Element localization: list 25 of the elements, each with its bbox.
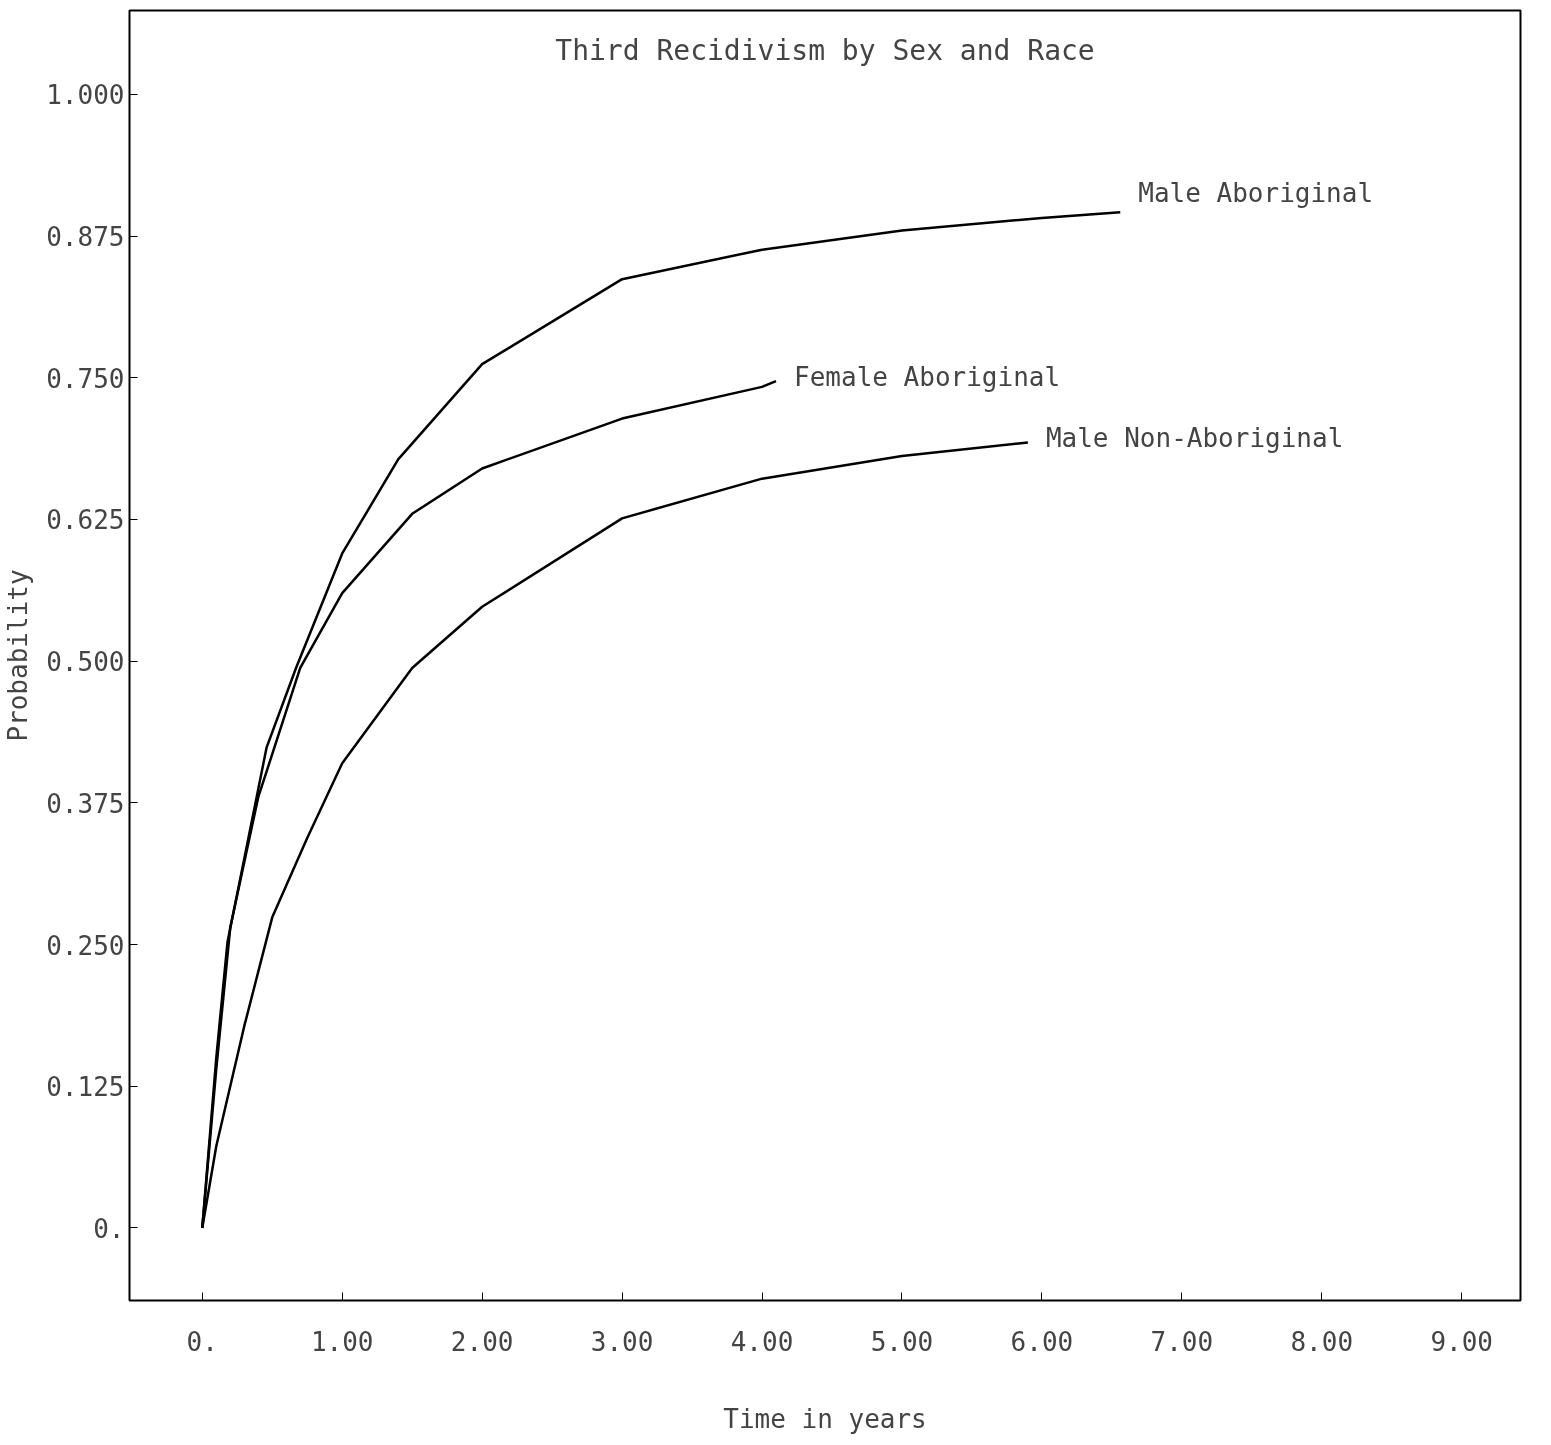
x-tick-label: 2.00 [450, 1326, 514, 1357]
y-tick-label: 0.750 [46, 363, 125, 394]
x-tick-label: 7.00 [1150, 1326, 1214, 1357]
text: Third Recidivism by Sex and Race [555, 34, 1095, 67]
y-axis-title: Probability [3, 569, 34, 742]
x-axis-title: Time in years [723, 1403, 927, 1434]
y-tick-label: 0.250 [46, 930, 125, 961]
y-tick-label: 0.625 [46, 505, 125, 536]
y-tick-label: 0.875 [46, 222, 125, 253]
y-tick-label: 0. [93, 1213, 125, 1244]
x-tick-label: 8.00 [1290, 1326, 1354, 1357]
x-tick-label: 9.00 [1430, 1326, 1494, 1357]
x-tick-label: 6.00 [1010, 1326, 1074, 1357]
series-label: Male Aboriginal [1138, 178, 1374, 209]
y-tick-label: 0.500 [46, 647, 125, 678]
x-tick-label: 0. [186, 1326, 218, 1357]
series-label: Male Non-Aboriginal [1045, 423, 1344, 454]
y-tick-label: 1.000 [46, 80, 125, 111]
x-tick-label: 3.00 [590, 1326, 654, 1357]
y-tick-label: 0.375 [46, 788, 125, 819]
x-tick-label: 5.00 [870, 1326, 934, 1357]
x-tick-label: 4.00 [730, 1326, 794, 1357]
y-tick-label: 0.125 [46, 1072, 125, 1103]
series-label: Female Aboriginal [794, 362, 1061, 393]
x-tick-label: 1.00 [310, 1326, 374, 1357]
